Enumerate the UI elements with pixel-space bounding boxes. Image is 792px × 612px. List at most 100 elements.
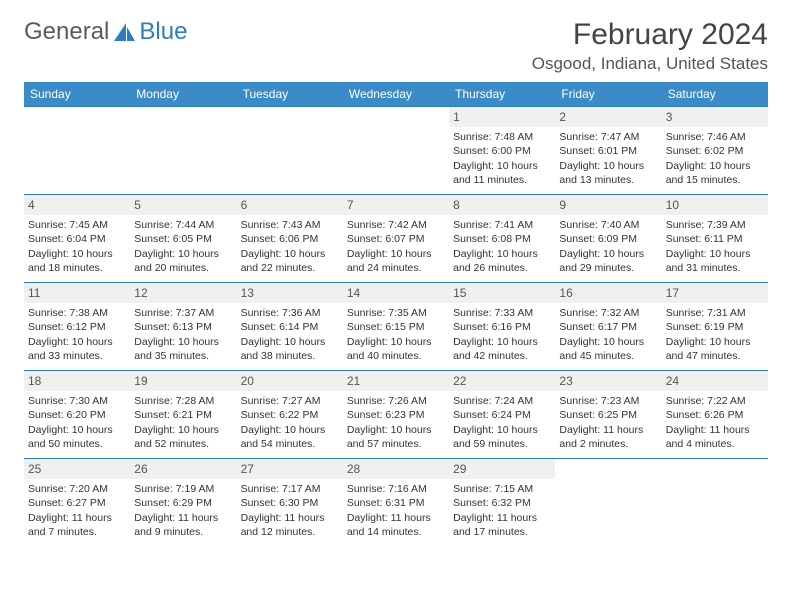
day-header: Wednesday xyxy=(343,82,449,107)
day-number: 21 xyxy=(343,371,449,391)
sunrise-line: Sunrise: 7:22 AM xyxy=(666,394,764,408)
sunset-line: Sunset: 6:31 PM xyxy=(347,496,445,510)
daylight-line: Daylight: 10 hours and 57 minutes. xyxy=(347,423,445,451)
sunset-line: Sunset: 6:12 PM xyxy=(28,320,126,334)
daylight-line: Daylight: 11 hours and 14 minutes. xyxy=(347,511,445,539)
daylight-line: Daylight: 11 hours and 2 minutes. xyxy=(559,423,657,451)
sunset-line: Sunset: 6:20 PM xyxy=(28,408,126,422)
daylight-line: Daylight: 10 hours and 29 minutes. xyxy=(559,247,657,275)
day-cell: 22Sunrise: 7:24 AMSunset: 6:24 PMDayligh… xyxy=(449,371,555,459)
sunset-line: Sunset: 6:09 PM xyxy=(559,232,657,246)
day-cell: 2Sunrise: 7:47 AMSunset: 6:01 PMDaylight… xyxy=(555,107,661,195)
daylight-line: Daylight: 10 hours and 11 minutes. xyxy=(453,159,551,187)
daylight-line: Daylight: 10 hours and 35 minutes. xyxy=(134,335,232,363)
day-cell: 8Sunrise: 7:41 AMSunset: 6:08 PMDaylight… xyxy=(449,195,555,283)
sunrise-line: Sunrise: 7:19 AM xyxy=(134,482,232,496)
sunrise-line: Sunrise: 7:16 AM xyxy=(347,482,445,496)
day-cell: 20Sunrise: 7:27 AMSunset: 6:22 PMDayligh… xyxy=(237,371,343,459)
day-number: 2 xyxy=(555,107,661,127)
day-cell: 14Sunrise: 7:35 AMSunset: 6:15 PMDayligh… xyxy=(343,283,449,371)
sunset-line: Sunset: 6:05 PM xyxy=(134,232,232,246)
daylight-line: Daylight: 10 hours and 54 minutes. xyxy=(241,423,339,451)
day-number: 14 xyxy=(343,283,449,303)
daylight-line: Daylight: 11 hours and 7 minutes. xyxy=(28,511,126,539)
day-cell: 15Sunrise: 7:33 AMSunset: 6:16 PMDayligh… xyxy=(449,283,555,371)
sunset-line: Sunset: 6:27 PM xyxy=(28,496,126,510)
day-number: 11 xyxy=(24,283,130,303)
sunrise-line: Sunrise: 7:42 AM xyxy=(347,218,445,232)
sunset-line: Sunset: 6:29 PM xyxy=(134,496,232,510)
sunset-line: Sunset: 6:25 PM xyxy=(559,408,657,422)
daylight-line: Daylight: 11 hours and 17 minutes. xyxy=(453,511,551,539)
sunrise-line: Sunrise: 7:27 AM xyxy=(241,394,339,408)
sunrise-line: Sunrise: 7:24 AM xyxy=(453,394,551,408)
sunset-line: Sunset: 6:19 PM xyxy=(666,320,764,334)
sunset-line: Sunset: 6:06 PM xyxy=(241,232,339,246)
sunrise-line: Sunrise: 7:26 AM xyxy=(347,394,445,408)
sunrise-line: Sunrise: 7:23 AM xyxy=(559,394,657,408)
day-number: 5 xyxy=(130,195,236,215)
day-header: Sunday xyxy=(24,82,130,107)
day-cell: 21 Sunrise: 7:26 AMSunset: 6:23 PMDayligh… xyxy=(343,371,449,459)
sunrise-line: Sunrise: 7:39 AM xyxy=(666,218,764,232)
day-number: 9 xyxy=(555,195,661,215)
day-header-row: SundayMondayTuesdayWednesdayThursdayFrid… xyxy=(24,82,768,107)
empty-cell xyxy=(343,107,449,195)
day-number: 13 xyxy=(237,283,343,303)
day-number: 28 xyxy=(343,459,449,479)
daylight-line: Daylight: 10 hours and 42 minutes. xyxy=(453,335,551,363)
calendar-row: 25Sunrise: 7:20 AMSunset: 6:27 PMDayligh… xyxy=(24,459,768,547)
daylight-line: Daylight: 10 hours and 38 minutes. xyxy=(241,335,339,363)
empty-cell xyxy=(662,459,768,547)
sunrise-line: Sunrise: 7:15 AM xyxy=(453,482,551,496)
sunset-line: Sunset: 6:30 PM xyxy=(241,496,339,510)
day-number: 24 xyxy=(662,371,768,391)
daylight-line: Daylight: 10 hours and 24 minutes. xyxy=(347,247,445,275)
day-cell: 13Sunrise: 7:36 AMSunset: 6:14 PMDayligh… xyxy=(237,283,343,371)
sunrise-line: Sunrise: 7:32 AM xyxy=(559,306,657,320)
sunrise-line: Sunrise: 7:30 AM xyxy=(28,394,126,408)
daylight-line: Daylight: 11 hours and 4 minutes. xyxy=(666,423,764,451)
day-cell: 3Sunrise: 7:46 AMSunset: 6:02 PMDaylight… xyxy=(662,107,768,195)
calendar-row: 4Sunrise: 7:45 AMSunset: 6:04 PMDaylight… xyxy=(24,195,768,283)
day-cell: 26Sunrise: 7:19 AMSunset: 6:29 PMDayligh… xyxy=(130,459,236,547)
day-number: 20 xyxy=(237,371,343,391)
sunset-line: Sunset: 6:23 PM xyxy=(347,408,445,422)
sunset-line: Sunset: 6:17 PM xyxy=(559,320,657,334)
daylight-line: Daylight: 10 hours and 45 minutes. xyxy=(559,335,657,363)
sunset-line: Sunset: 6:32 PM xyxy=(453,496,551,510)
day-number: 18 xyxy=(24,371,130,391)
day-header: Friday xyxy=(555,82,661,107)
sunset-line: Sunset: 6:15 PM xyxy=(347,320,445,334)
empty-cell xyxy=(24,107,130,195)
day-cell: 24 Sunrise: 7:22 AMSunset: 6:26 PMDayligh… xyxy=(662,371,768,459)
sunrise-line: Sunrise: 7:38 AM xyxy=(28,306,126,320)
day-number: 16 xyxy=(555,283,661,303)
daylight-line: Daylight: 10 hours and 26 minutes. xyxy=(453,247,551,275)
sunset-line: Sunset: 6:26 PM xyxy=(666,408,764,422)
sunset-line: Sunset: 6:00 PM xyxy=(453,144,551,158)
day-number: 10 xyxy=(662,195,768,215)
logo-sail-icon xyxy=(111,21,137,43)
sunset-line: Sunset: 6:08 PM xyxy=(453,232,551,246)
day-cell: 4Sunrise: 7:45 AMSunset: 6:04 PMDaylight… xyxy=(24,195,130,283)
daylight-line: Daylight: 11 hours and 12 minutes. xyxy=(241,511,339,539)
sunset-line: Sunset: 6:16 PM xyxy=(453,320,551,334)
day-cell: 29Sunrise: 7:15 AMSunset: 6:32 PMDayligh… xyxy=(449,459,555,547)
day-cell: 5Sunrise: 7:44 AMSunset: 6:05 PMDaylight… xyxy=(130,195,236,283)
sunrise-line: Sunrise: 7:31 AM xyxy=(666,306,764,320)
day-cell: 18 Sunrise: 7:30 AMSunset: 6:20 PMDayligh… xyxy=(24,371,130,459)
day-cell: 23 Sunrise: 7:23 AMSunset: 6:25 PMDayligh… xyxy=(555,371,661,459)
sunset-line: Sunset: 6:24 PM xyxy=(453,408,551,422)
day-header: Tuesday xyxy=(237,82,343,107)
daylight-line: Daylight: 10 hours and 59 minutes. xyxy=(453,423,551,451)
day-number: 23 xyxy=(555,371,661,391)
daylight-line: Daylight: 10 hours and 50 minutes. xyxy=(28,423,126,451)
daylight-line: Daylight: 10 hours and 47 minutes. xyxy=(666,335,764,363)
logo: General Blue xyxy=(24,18,187,46)
title-block: February 2024 Osgood, Indiana, United St… xyxy=(532,18,768,74)
day-number: 25 xyxy=(24,459,130,479)
sunset-line: Sunset: 6:07 PM xyxy=(347,232,445,246)
sunset-line: Sunset: 6:04 PM xyxy=(28,232,126,246)
daylight-line: Daylight: 10 hours and 20 minutes. xyxy=(134,247,232,275)
